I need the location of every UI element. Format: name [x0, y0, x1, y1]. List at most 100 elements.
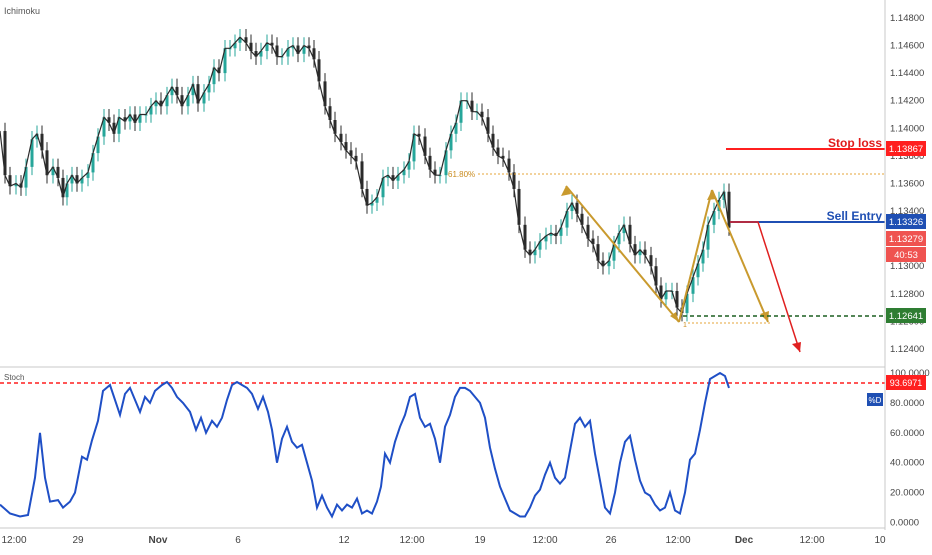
candle-body — [501, 155, 505, 159]
stoch-tick-label: 80.0000 — [890, 398, 924, 409]
candle-body — [196, 84, 200, 104]
candle-body — [291, 45, 295, 49]
candle-body — [675, 291, 679, 308]
time-tick-label: 19 — [474, 535, 486, 546]
fib-61-label: 61.80% — [448, 170, 475, 179]
candle-body — [370, 202, 374, 206]
candle-body — [381, 177, 385, 198]
candle-body — [3, 131, 7, 176]
candle-body — [112, 122, 116, 134]
candle-body — [270, 42, 274, 46]
candle-body — [80, 177, 84, 184]
stoch-pane[interactable]: Stoch 100.0000 80.0000 60.0000 40.0000 20.00… — [0, 368, 930, 529]
candle-body — [659, 285, 663, 300]
pattern-leg-3 — [711, 189, 769, 323]
candle-body — [333, 120, 337, 134]
stoch-tick-label: 100.0000 — [890, 368, 930, 379]
candle-body — [664, 291, 668, 300]
candle-body — [580, 213, 584, 225]
candle-body — [302, 45, 306, 54]
candle-body — [207, 84, 211, 93]
candle-body — [523, 224, 527, 250]
candle-body — [317, 59, 321, 82]
time-axis[interactable]: 12:00 29 Nov 6 12 12:00 19 12:00 26 12:00 Dec 12:00… — [1, 535, 886, 546]
candle-body — [417, 133, 421, 137]
candle-body — [491, 133, 495, 148]
fib-1-label: 1 — [683, 322, 687, 329]
time-tick-label: Nov — [149, 535, 168, 546]
candle-body — [40, 133, 44, 151]
candle-body — [617, 233, 621, 245]
candle-body — [612, 244, 616, 261]
time-tick-label: 12:00 — [799, 535, 824, 546]
candle-body — [375, 197, 379, 203]
candle-body — [296, 45, 300, 54]
candle-body — [643, 249, 647, 256]
candle-body — [233, 42, 237, 49]
candle-body — [470, 100, 474, 112]
candle-body — [565, 211, 569, 228]
candle-body — [328, 106, 332, 120]
price-pane[interactable]: Ichimoku 1.148001.146001.144001.142001.1… — [0, 6, 926, 355]
candle-body — [496, 147, 500, 156]
candle-body — [339, 133, 343, 143]
price-tick-label: 1.12800 — [890, 289, 924, 300]
candle-body — [149, 106, 153, 115]
candle-body — [423, 136, 427, 156]
candle-body — [649, 255, 653, 267]
candle-body — [123, 117, 127, 122]
candle-body — [544, 235, 548, 242]
price-tick-label: 1.14000 — [890, 123, 924, 134]
candle-body — [360, 161, 364, 189]
price-tick-label: 1.14400 — [890, 68, 924, 79]
candle-body — [517, 188, 521, 225]
candle-body — [607, 260, 611, 267]
candle-body — [685, 293, 689, 314]
candle-body — [486, 117, 490, 134]
candle-body — [30, 139, 34, 167]
candle-body — [35, 133, 39, 140]
candle-body — [323, 81, 327, 107]
stoch-tick-label: 60.0000 — [890, 428, 924, 439]
candle-body — [107, 117, 111, 123]
candle-body — [244, 37, 248, 43]
candle-body — [528, 249, 532, 256]
price-axis: 1.14800 1.14600 1.14400 1.14200 1.14000 1.138… — [890, 13, 924, 355]
candle-body — [706, 224, 710, 250]
pattern-arrowhead-2 — [670, 312, 679, 322]
sell-entry-tag: 1.13326 — [886, 214, 926, 229]
abcd-pattern[interactable] — [561, 185, 769, 323]
pattern-arrowhead-1 — [561, 186, 571, 196]
price-tick-label: 1.14600 — [890, 41, 924, 52]
stoch-tick-label: 20.0000 — [890, 488, 924, 499]
price-tick-label: 1.13000 — [890, 261, 924, 272]
candle-body — [654, 266, 658, 286]
candle-body — [117, 117, 121, 134]
candle-body — [154, 100, 158, 107]
time-tick-label: 29 — [72, 535, 84, 546]
candle-body — [24, 166, 28, 188]
svg-text:1.12641: 1.12641 — [889, 311, 923, 322]
candle-body — [51, 166, 55, 176]
candle-body — [559, 227, 563, 236]
candle-body — [349, 150, 353, 156]
candle-body — [365, 188, 369, 206]
stoch-tick-label: 0.0000 — [890, 518, 919, 529]
candle-body — [628, 224, 632, 245]
take-profit-tag: 1.12641 — [886, 308, 926, 323]
candle-body — [538, 241, 542, 250]
stoch-d-line — [0, 371, 730, 519]
candle-body — [165, 95, 169, 107]
candle-body — [554, 233, 558, 236]
candle-body — [91, 153, 95, 173]
candle-body — [570, 202, 574, 212]
svg-text:%D: %D — [869, 396, 882, 405]
candle-body — [307, 45, 311, 49]
time-tick-label: 12:00 — [399, 535, 424, 546]
candle-body — [444, 150, 448, 176]
candle-body — [180, 95, 184, 107]
candle-body — [601, 260, 605, 267]
candle-body — [102, 117, 106, 137]
